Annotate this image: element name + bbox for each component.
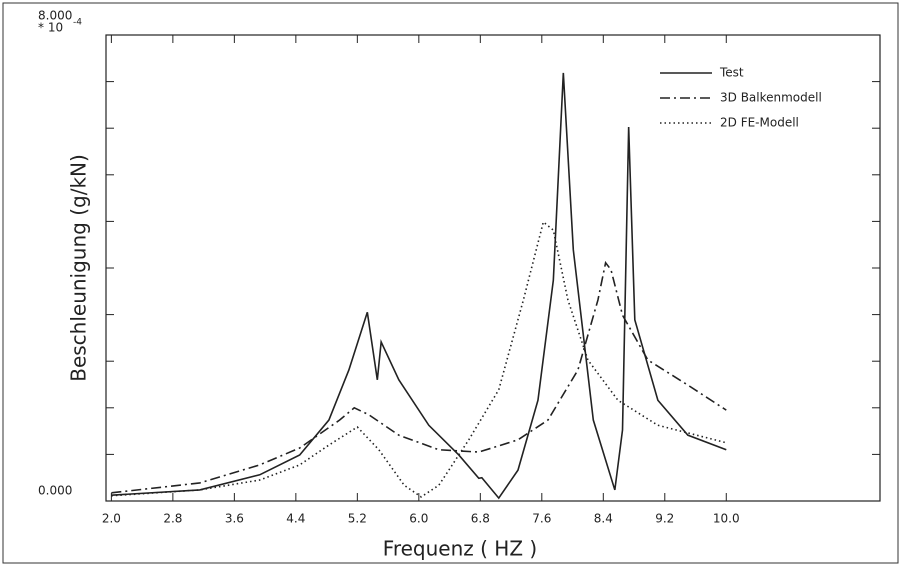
series-line — [111, 260, 727, 494]
x-tick-label: 10.0 — [713, 512, 740, 526]
plot-frame — [105, 34, 881, 502]
x-tick-label: 4.4 — [286, 512, 305, 526]
x-tick-label: 6.8 — [471, 512, 490, 526]
series-line — [111, 72, 727, 500]
x-tick-label: 2.8 — [163, 512, 182, 526]
y-tick-label: 8.000 — [38, 9, 72, 23]
x-tick-label: 2.0 — [102, 512, 121, 526]
legend-label: 3D Balkenmodell — [720, 91, 822, 105]
x-tick-label: 8.4 — [594, 512, 613, 526]
x-tick-label: 7.6 — [532, 512, 551, 526]
y-tick-label: 0.000 — [38, 484, 72, 498]
y-scale-label: * 10 — [38, 21, 63, 35]
y-axis-label: Beschleunigung (g/kN) — [67, 154, 91, 382]
x-tick-label: 3.6 — [225, 512, 244, 526]
x-axis-label: Frequenz ( HZ ) — [383, 537, 537, 561]
x-tick-label: 6.0 — [409, 512, 428, 526]
legend-label: 2D FE-Modell — [720, 116, 799, 130]
y-scale-exponent: -4 — [73, 18, 82, 28]
x-tick-label: 9.2 — [655, 512, 674, 526]
series-line — [111, 220, 727, 498]
x-tick-label: 5.2 — [348, 512, 367, 526]
legend-label: Test — [719, 66, 744, 80]
